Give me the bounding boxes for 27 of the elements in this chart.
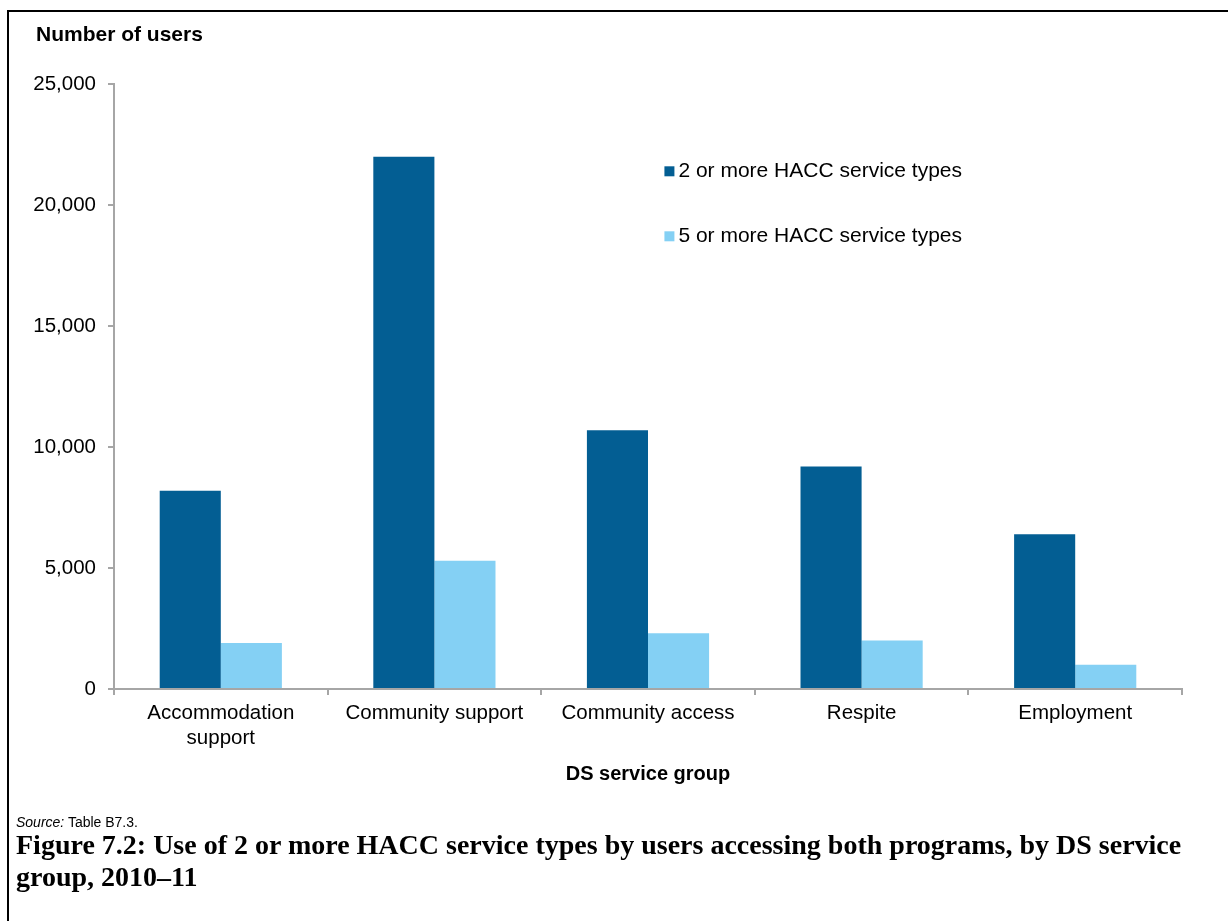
bar	[648, 633, 710, 688]
bar	[861, 640, 923, 688]
bar	[434, 560, 496, 688]
source-note: Source: Table B7.3.	[16, 814, 138, 830]
bar	[159, 490, 221, 688]
y-tick-label: 25,000	[33, 70, 96, 94]
bar	[800, 466, 862, 688]
x-tick-label: Community access	[561, 699, 735, 723]
x-tick-label: Employment	[1018, 699, 1133, 723]
y-axis-title: Number of users	[36, 22, 203, 46]
y-tick-label: 20,000	[33, 191, 96, 215]
y-tick-label: 10,000	[33, 433, 96, 457]
x-axis-title: DS service group	[565, 761, 731, 784]
bar	[220, 643, 282, 688]
y-tick-label: 0	[84, 675, 96, 699]
legend-label: 2 or more HACC service types	[678, 158, 963, 182]
bar	[373, 156, 435, 688]
legend-label: 5 or more HACC service types	[678, 223, 963, 247]
bar	[1014, 534, 1076, 688]
y-tick-label: 15,000	[33, 312, 96, 336]
bar	[1075, 664, 1137, 688]
x-tick-label: Community support	[345, 699, 524, 723]
text: Figure 7.2: Use of 2 or more HACC service types by users accessing both programs, by DS service group, 2010–11	[16, 829, 1183, 893]
x-tick-label: Accommodation support	[147, 699, 295, 748]
x-tick-label: Respite	[826, 699, 897, 723]
y-tick-label: 5,000	[44, 554, 96, 578]
bar	[586, 430, 648, 688]
